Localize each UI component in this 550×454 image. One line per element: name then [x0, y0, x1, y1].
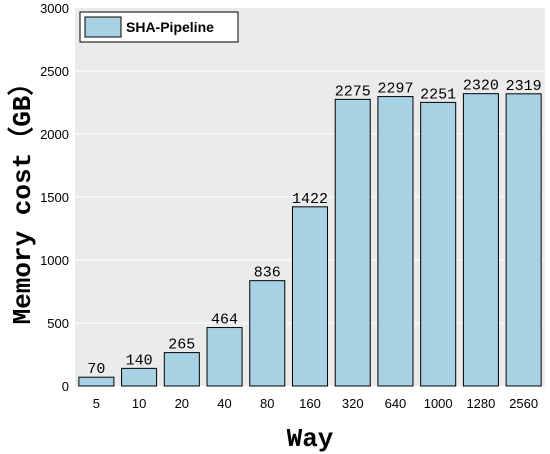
data-label: 140: [126, 352, 153, 369]
bar: [206, 327, 243, 387]
bar: [121, 367, 158, 387]
data-labels: 70 140 265 464 836 1422 2275 2297 2251 2320 2319: [87, 78, 542, 378]
legend-label: SHA-Pipeline: [126, 19, 214, 35]
bar: [462, 93, 499, 387]
x-tick-label: 1000: [424, 396, 453, 411]
data-label: 70: [87, 361, 105, 378]
legend-swatch: [84, 16, 122, 38]
bar: [377, 96, 414, 387]
data-label: 2320: [463, 78, 499, 95]
data-label: 2275: [335, 83, 371, 100]
x-tick-label: 80: [260, 396, 274, 411]
y-axis-ticks: 0 500 1000 1500 2000 2500 3000: [40, 1, 69, 394]
x-tick-label: 5: [93, 396, 100, 411]
data-label: 2319: [506, 78, 542, 95]
y-tick-label: 500: [47, 316, 69, 331]
x-axis-ticks: 5 10 20 40 80 160 320 640 1000 1280 2560: [93, 396, 538, 411]
y-tick-label: 1000: [40, 253, 69, 268]
bar: [163, 352, 200, 387]
data-label: 464: [211, 312, 238, 329]
y-tick-label: 1500: [40, 190, 69, 205]
x-axis-title: Way: [287, 424, 334, 454]
bar: [249, 280, 286, 387]
bar: [334, 98, 371, 387]
bar: [420, 101, 457, 387]
x-tick-label: 2560: [509, 396, 538, 411]
y-tick-label: 3000: [40, 1, 69, 16]
x-tick-label: 320: [342, 396, 364, 411]
x-tick-label: 160: [299, 396, 321, 411]
data-label: 265: [168, 337, 195, 354]
legend: SHA-Pipeline: [79, 11, 239, 43]
x-tick-label: 640: [385, 396, 407, 411]
data-label: 2251: [420, 86, 456, 103]
data-label: 836: [254, 265, 281, 282]
bars: [78, 93, 542, 387]
bar: [78, 376, 115, 387]
y-tick-label: 2000: [40, 127, 69, 142]
x-tick-label: 10: [132, 396, 146, 411]
data-label: 2297: [377, 81, 413, 98]
x-tick-label: 40: [217, 396, 231, 411]
bar: [505, 93, 542, 387]
y-tick-label: 0: [62, 379, 69, 394]
y-tick-label: 2500: [40, 64, 69, 79]
y-axis-title: Memory cost（GB）: [7, 70, 38, 325]
bar: [291, 206, 329, 387]
x-tick-label: 20: [175, 396, 189, 411]
x-tick-label: 1280: [466, 396, 495, 411]
data-label: 1422: [292, 191, 328, 208]
